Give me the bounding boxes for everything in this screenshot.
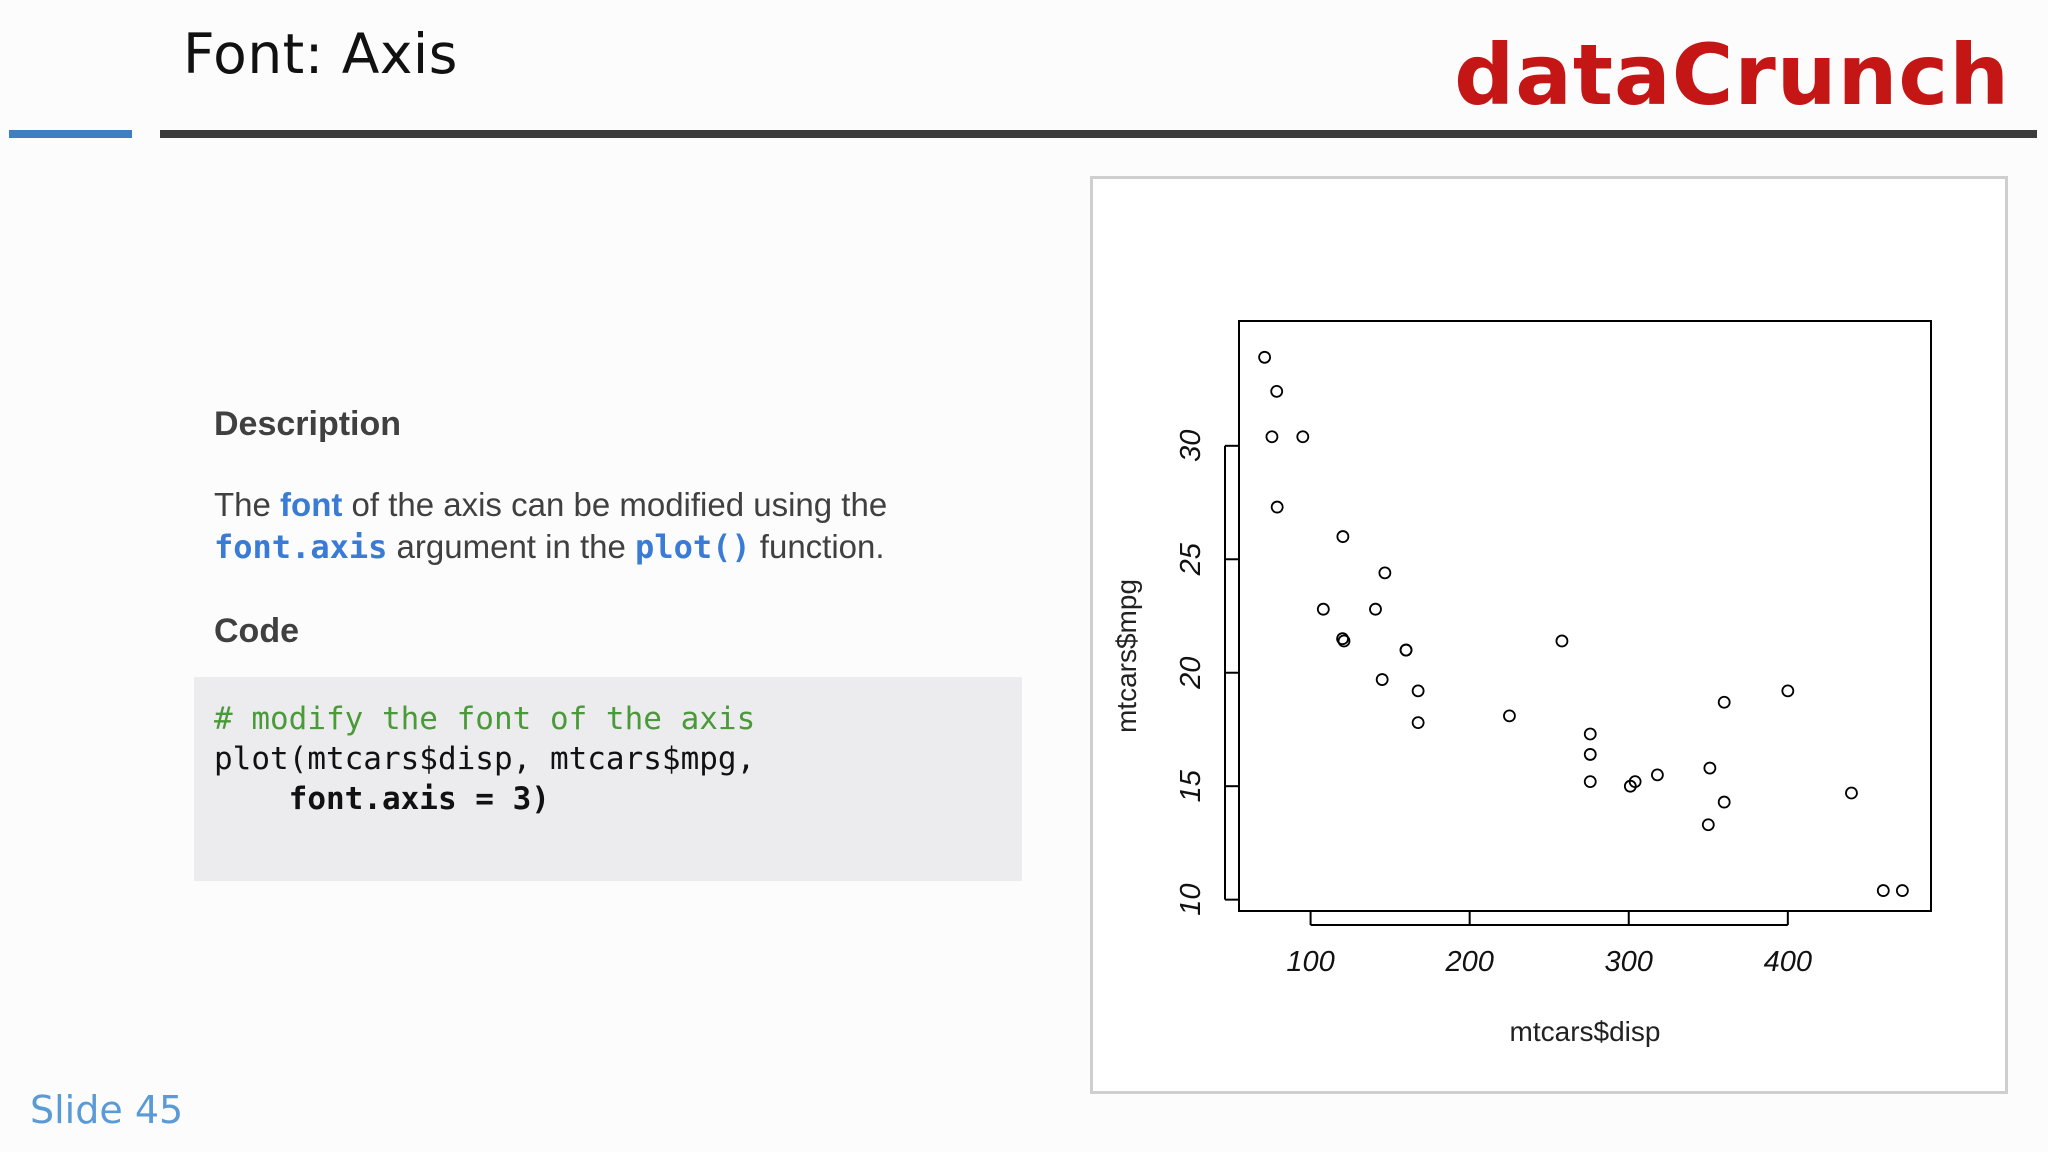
data-point bbox=[1701, 818, 1715, 832]
data-point bbox=[1623, 779, 1637, 793]
data-point bbox=[1781, 684, 1795, 698]
data-point bbox=[1895, 884, 1909, 897]
data-point bbox=[1375, 673, 1389, 686]
desc-text-1: The bbox=[214, 486, 281, 523]
code-block: # modify the font of the axis plot(mtcar… bbox=[194, 677, 1022, 881]
code-line-3-rest: = 3) bbox=[456, 781, 550, 817]
x-tick-label: 200 bbox=[1444, 946, 1493, 978]
data-point bbox=[1583, 727, 1597, 741]
slide-title: Font: Axis bbox=[183, 22, 458, 86]
keyword-font-axis: font.axis bbox=[214, 528, 388, 566]
code-heading: Code bbox=[214, 612, 299, 650]
x-tick-label: 300 bbox=[1605, 946, 1653, 978]
x-tick-label: 100 bbox=[1286, 946, 1334, 978]
brand-logo: dataCrunch bbox=[1454, 26, 2010, 124]
x-axis-title: mtcars$disp bbox=[1510, 1016, 1661, 1047]
data-point bbox=[1399, 643, 1413, 657]
data-point bbox=[1296, 430, 1310, 444]
data-point bbox=[1336, 530, 1350, 543]
data-point bbox=[1503, 709, 1516, 723]
scatter-plot-image: 100 200 300 400 10 15 20 25 30 mtcars$disp mtcars$… bbox=[1090, 176, 2008, 1094]
y-axis-title: mtcars$mpg bbox=[1111, 579, 1142, 733]
y-tick-label: 25 bbox=[1175, 542, 1207, 576]
data-point bbox=[1369, 602, 1382, 616]
code-indent bbox=[214, 781, 289, 817]
accent-rule bbox=[9, 130, 132, 138]
data-point bbox=[1555, 634, 1569, 648]
header-rule bbox=[160, 130, 2037, 138]
x-tick-label: 400 bbox=[1764, 946, 1812, 978]
description-text: The font of the axis can be modified usi… bbox=[214, 484, 1014, 568]
y-tick-label: 10 bbox=[1175, 884, 1207, 916]
data-point bbox=[1411, 716, 1425, 730]
keyword-font: font bbox=[280, 486, 343, 523]
data-point bbox=[1717, 695, 1731, 709]
desc-text-3: argument in the bbox=[387, 528, 636, 565]
keyword-plot: plot() bbox=[635, 528, 751, 566]
data-point bbox=[1316, 602, 1330, 616]
data-point bbox=[1337, 634, 1351, 648]
data-point bbox=[1583, 748, 1597, 761]
code-line-2: plot(mtcars$disp, mtcars$mpg, bbox=[214, 741, 756, 777]
data-point bbox=[1411, 684, 1425, 698]
data-point bbox=[1258, 350, 1272, 364]
desc-text-4: function. bbox=[750, 528, 885, 565]
data-point bbox=[1703, 761, 1717, 775]
data-point bbox=[1378, 566, 1392, 580]
plot-box bbox=[1238, 320, 1932, 912]
desc-text-2: of the axis can be modified using the bbox=[342, 486, 888, 523]
y-tick-label: 30 bbox=[1175, 430, 1207, 462]
code-comment-line: # modify the font of the axis bbox=[214, 701, 756, 737]
data-point bbox=[1845, 786, 1858, 800]
data-point bbox=[1265, 430, 1279, 444]
data-point bbox=[1717, 795, 1731, 809]
data-point bbox=[1876, 884, 1890, 897]
scatter-plot: 100 200 300 400 10 15 20 25 30 mtcars$disp mtcars$… bbox=[1111, 320, 1932, 1047]
slide-number: Slide 45 bbox=[30, 1088, 184, 1132]
y-tick-label: 20 bbox=[1175, 657, 1207, 690]
description-heading: Description bbox=[214, 405, 402, 443]
data-point bbox=[1270, 500, 1284, 514]
data-point bbox=[1650, 768, 1664, 782]
description-panel: Description The font of the axis can be … bbox=[214, 405, 1014, 651]
code-font-axis-arg: font.axis bbox=[288, 781, 457, 817]
y-tick-label: 15 bbox=[1175, 769, 1207, 802]
data-point bbox=[1583, 775, 1597, 789]
data-point bbox=[1270, 384, 1284, 398]
